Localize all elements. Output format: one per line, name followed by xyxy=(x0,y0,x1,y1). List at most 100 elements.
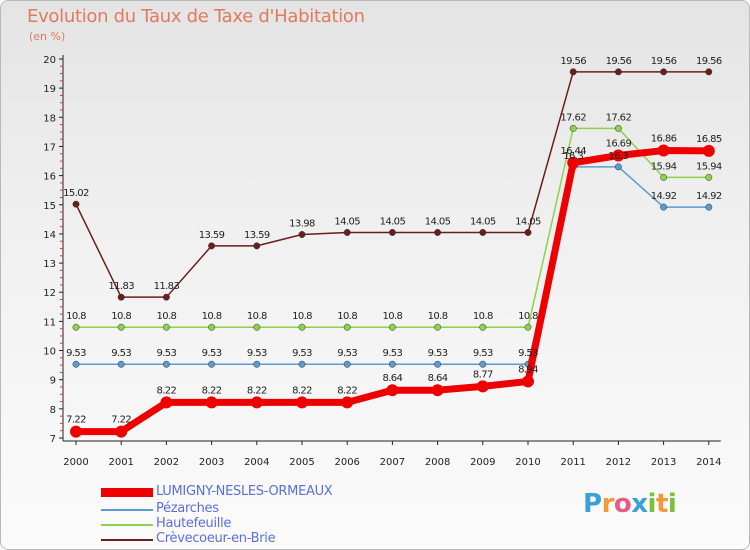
data-point-pezarches xyxy=(614,163,622,171)
data-label-lumigny-nesles-ormeaux: 7.22 xyxy=(111,415,131,426)
data-point-pezarches xyxy=(434,360,442,368)
data-point-lumigny-nesles-ormeaux xyxy=(657,144,670,157)
data-point-hautefeuille xyxy=(569,124,577,132)
data-point-lumigny-nesles-ormeaux xyxy=(702,144,715,157)
data-label-hautefeuille: 10.8 xyxy=(247,311,267,322)
legend-label-hautefeuille: Hautefeuille xyxy=(156,516,232,531)
data-label-lumigny-nesles-ormeaux: 8.22 xyxy=(156,385,176,396)
data-label-hautefeuille: 15.94 xyxy=(651,161,677,172)
data-label-pezarches: 9.53 xyxy=(111,348,131,359)
data-point-lumigny-nesles-ormeaux xyxy=(115,425,128,438)
data-label-hautefeuille: 10.8 xyxy=(292,311,312,322)
data-point-pezarches xyxy=(253,360,261,368)
data-label-hautefeuille: 10.8 xyxy=(428,311,448,322)
data-point-pezarches xyxy=(660,203,668,211)
data-label-crevecoeur-en-brie: 15.02 xyxy=(63,188,89,199)
data-point-crevecoeur-en-brie xyxy=(388,229,396,236)
x-tick-label: 2002 xyxy=(154,457,179,468)
data-label-crevecoeur-en-brie: 11.83 xyxy=(108,281,134,292)
data-label-pezarches: 14.92 xyxy=(651,191,677,202)
data-label-lumigny-nesles-ormeaux: 8.22 xyxy=(337,385,357,396)
legend-label-lumigny: LUMIGNY-NESLES-ORMEAUX xyxy=(156,484,333,499)
data-point-crevecoeur-en-brie xyxy=(208,242,216,250)
data-label-lumigny-nesles-ormeaux: 7.22 xyxy=(66,415,86,426)
data-label-lumigny-nesles-ormeaux: 16.44 xyxy=(560,146,586,157)
data-point-crevecoeur-en-brie xyxy=(343,229,351,236)
y-tick-label: 18 xyxy=(43,113,56,124)
data-point-crevecoeur-en-brie xyxy=(614,68,622,76)
x-tick-label: 2003 xyxy=(199,457,224,468)
data-point-hautefeuille xyxy=(434,323,442,331)
data-point-lumigny-nesles-ormeaux xyxy=(431,384,444,397)
data-label-pezarches: 9.53 xyxy=(156,348,176,359)
y-tick-label: 7 xyxy=(50,434,56,445)
data-label-hautefeuille: 15.94 xyxy=(696,161,722,172)
data-point-hautefeuille xyxy=(117,323,125,331)
legend-label-crevecoeur: Crèvecoeur-en-Brie xyxy=(156,531,276,546)
data-label-lumigny-nesles-ormeaux: 8.22 xyxy=(292,385,312,396)
data-label-hautefeuille: 10.8 xyxy=(382,311,402,322)
y-tick-label: 9 xyxy=(50,376,56,387)
data-label-hautefeuille: 10.8 xyxy=(156,311,176,322)
data-label-pezarches: 9.53 xyxy=(473,348,493,359)
data-label-crevecoeur-en-brie: 14.05 xyxy=(515,216,541,227)
x-tick-label: 2009 xyxy=(470,457,495,468)
data-point-hautefeuille xyxy=(388,323,396,331)
data-label-crevecoeur-en-brie: 19.56 xyxy=(606,56,632,67)
unit-label: (en %) xyxy=(29,30,66,43)
data-label-lumigny-nesles-ormeaux: 16.86 xyxy=(651,134,677,145)
y-tick-label: 14 xyxy=(43,230,56,241)
data-label-pezarches: 9.53 xyxy=(518,348,538,359)
x-tick-label: 2012 xyxy=(606,457,631,468)
data-label-crevecoeur-en-brie: 19.56 xyxy=(560,56,586,67)
y-tick-label: 12 xyxy=(43,288,56,299)
data-label-hautefeuille: 10.8 xyxy=(337,311,357,322)
data-point-crevecoeur-en-brie xyxy=(660,68,668,76)
series-line-pezarches xyxy=(76,166,709,365)
data-label-crevecoeur-en-brie: 19.56 xyxy=(696,56,722,67)
data-point-pezarches xyxy=(388,360,396,368)
x-tick-label: 2001 xyxy=(108,457,133,468)
data-label-crevecoeur-en-brie: 14.05 xyxy=(334,216,360,227)
data-point-pezarches xyxy=(705,203,713,211)
y-tick-label: 13 xyxy=(43,259,56,270)
data-point-hautefeuille xyxy=(208,323,216,331)
data-point-pezarches xyxy=(162,360,170,368)
data-point-lumigny-nesles-ormeaux xyxy=(612,149,625,162)
x-tick-label: 2010 xyxy=(515,457,540,468)
y-tick-label: 11 xyxy=(43,317,56,328)
data-point-pezarches xyxy=(208,360,216,368)
data-point-hautefeuille xyxy=(524,323,532,331)
x-tick-label: 2005 xyxy=(289,457,314,468)
data-label-pezarches: 16.3 xyxy=(563,151,583,162)
data-label-lumigny-nesles-ormeaux: 8.64 xyxy=(428,373,448,384)
x-tick-label: 2008 xyxy=(425,457,450,468)
data-point-pezarches xyxy=(343,360,351,368)
data-point-crevecoeur-en-brie xyxy=(298,231,306,238)
data-point-crevecoeur-en-brie xyxy=(705,68,713,76)
y-tick-label: 15 xyxy=(43,201,56,212)
x-tick-label: 2014 xyxy=(696,457,721,468)
data-label-lumigny-nesles-ormeaux: 16.69 xyxy=(606,138,632,149)
x-tick-label: 2000 xyxy=(63,457,88,468)
y-tick-label: 19 xyxy=(43,84,56,95)
y-tick-label: 16 xyxy=(43,172,56,183)
data-point-lumigny-nesles-ormeaux xyxy=(205,396,218,409)
data-label-pezarches: 9.53 xyxy=(66,348,86,359)
data-label-hautefeuille: 17.62 xyxy=(560,112,586,123)
data-point-hautefeuille xyxy=(614,124,622,132)
data-point-lumigny-nesles-ormeaux xyxy=(250,396,263,409)
data-label-pezarches: 9.53 xyxy=(337,348,357,359)
data-label-lumigny-nesles-ormeaux: 8.94 xyxy=(518,364,538,375)
data-label-hautefeuille: 10.8 xyxy=(473,311,493,322)
x-tick-label: 2007 xyxy=(380,457,405,468)
data-label-crevecoeur-en-brie: 14.05 xyxy=(380,216,406,227)
data-point-crevecoeur-en-brie xyxy=(569,68,577,76)
data-label-crevecoeur-en-brie: 14.05 xyxy=(470,216,496,227)
data-label-hautefeuille: 17.62 xyxy=(606,112,632,123)
data-label-hautefeuille: 10.8 xyxy=(518,311,538,322)
data-point-lumigny-nesles-ormeaux xyxy=(341,396,354,409)
series-line-crevecoeur-en-brie xyxy=(75,71,709,298)
